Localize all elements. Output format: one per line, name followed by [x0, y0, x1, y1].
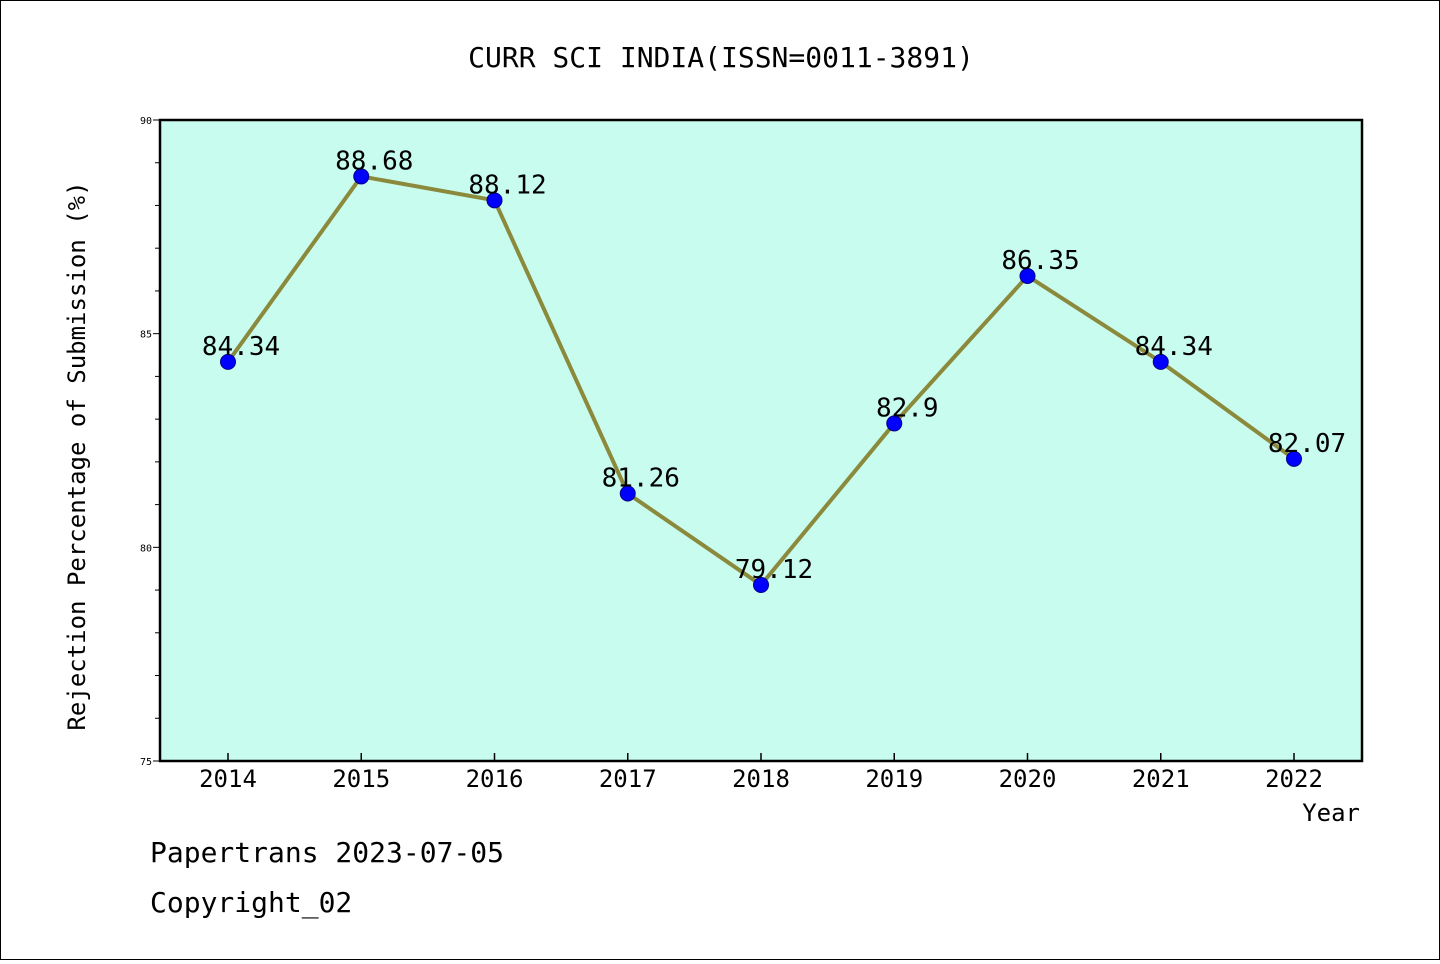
data-point	[1152, 353, 1169, 370]
data-label: 88.68	[335, 146, 413, 176]
data-point	[886, 415, 903, 432]
x-axis: 2014 2015 2016 2017 2018 2019 2020 2021 2022	[199, 753, 1323, 793]
data-point	[353, 168, 370, 185]
data-point	[220, 353, 236, 370]
y-axis: 75 80 85 90	[140, 116, 160, 768]
data-point	[486, 192, 503, 209]
data-point	[619, 485, 636, 502]
data-label: 86.35	[1001, 246, 1079, 276]
data-point	[753, 576, 769, 593]
x-tick-label: 2014	[199, 765, 257, 793]
data-labels: 84.34 88.68 88.12 81.26 79.12 82.9 86.35 84.34 8…	[202, 146, 1346, 585]
y-tick-label: 90	[140, 116, 152, 127]
data-label: 81.26	[602, 463, 680, 493]
x-tick-label: 2017	[599, 765, 657, 793]
data-label: 82.9	[876, 393, 939, 423]
data-label: 84.34	[202, 332, 280, 362]
series-markers	[220, 168, 1302, 593]
data-label: 84.34	[1135, 332, 1213, 362]
x-axis-label: Year	[1302, 799, 1360, 827]
y-axis-label: Rejection Percentage of Submission (%)	[63, 181, 91, 730]
data-label: 79.12	[735, 555, 813, 585]
data-point	[1019, 267, 1036, 284]
data-label: 82.07	[1268, 429, 1346, 459]
data-point	[1286, 450, 1302, 467]
x-tick-label: 2022	[1265, 765, 1323, 793]
x-tick-label: 2018	[732, 765, 790, 793]
y-tick-label: 80	[140, 543, 152, 554]
plot-area	[158, 118, 1364, 763]
data-label: 88.12	[468, 170, 546, 200]
x-tick-label: 2016	[466, 765, 524, 793]
chart-title: CURR SCI INDIA(ISSN=0011-3891)	[468, 41, 974, 74]
x-tick-label: 2020	[999, 765, 1057, 793]
footer-date-text: Papertrans 2023-07-05	[150, 836, 505, 869]
x-tick-label: 2021	[1132, 765, 1190, 793]
x-tick-label: 2019	[865, 765, 923, 793]
x-tick-label: 2015	[332, 765, 390, 793]
y-tick-label: 85	[140, 330, 152, 341]
y-tick-label: 75	[140, 757, 152, 768]
footer-copyright-text: Copyright_02	[150, 886, 353, 919]
